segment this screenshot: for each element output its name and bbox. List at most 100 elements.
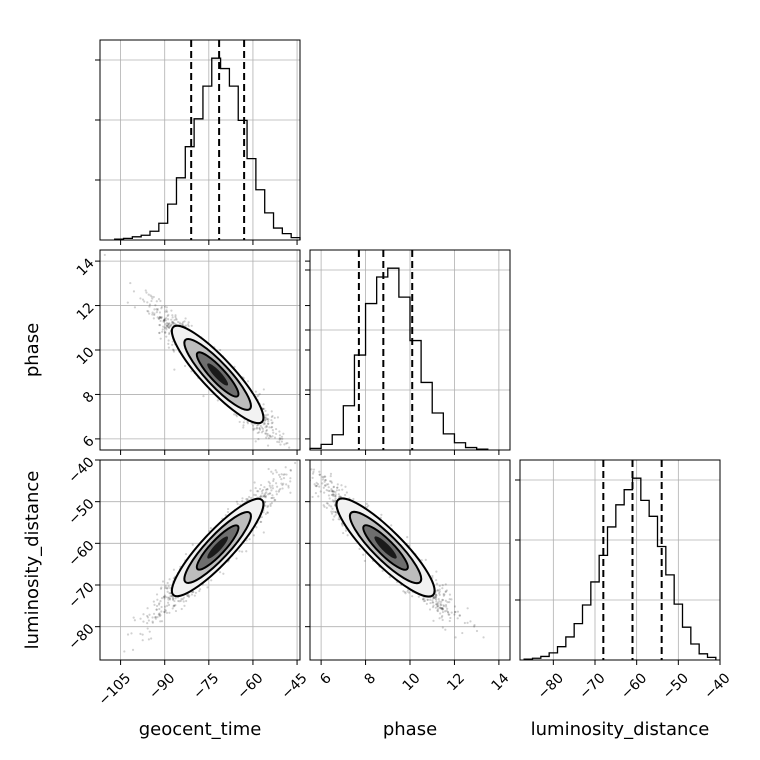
- scatter-point: [447, 613, 450, 616]
- scatter-point: [158, 323, 161, 327]
- scatter-point: [365, 502, 368, 505]
- scatter-point: [147, 638, 151, 641]
- scatter-point: [322, 476, 325, 479]
- scatter-point: [160, 305, 163, 309]
- scatter-point: [367, 504, 370, 507]
- scatter-point: [265, 428, 268, 432]
- scatter-point: [265, 491, 268, 494]
- scatter-point: [171, 320, 175, 323]
- scatter-point: [175, 317, 178, 320]
- scatter-point: [329, 472, 333, 475]
- scatter-point: [333, 499, 337, 502]
- scatter-point: [261, 427, 265, 430]
- scatter-point: [167, 322, 170, 326]
- scatter-point: [441, 584, 444, 587]
- scatter-point: [441, 608, 445, 611]
- scatter-point: [265, 414, 268, 417]
- scatter-point: [253, 427, 256, 430]
- scatter-point: [444, 605, 448, 608]
- scatter-point: [274, 428, 278, 431]
- scatter-point: [265, 432, 268, 435]
- scatter-point: [436, 605, 439, 608]
- scatter-point: [167, 596, 170, 599]
- scatter-point: [441, 618, 444, 622]
- scatter-point: [149, 294, 152, 297]
- scatter-point: [157, 298, 161, 301]
- scatter-point: [182, 321, 185, 324]
- scatter-point: [194, 591, 198, 594]
- scatter-point: [327, 483, 330, 486]
- scatter-point: [190, 370, 193, 373]
- scatter-point: [170, 323, 173, 326]
- scatter-point: [436, 589, 439, 592]
- scatter-point: [185, 599, 188, 603]
- scatter-point: [252, 428, 255, 432]
- scatter-point: [266, 432, 269, 436]
- scatter-point: [241, 497, 244, 500]
- scatter-point: [280, 435, 284, 438]
- scatter-point: [289, 477, 292, 480]
- scatter-point: [169, 595, 172, 598]
- scatter-point: [332, 494, 335, 498]
- scatter-point: [166, 310, 169, 313]
- scatter-point: [332, 493, 335, 496]
- scatter-point: [267, 422, 270, 425]
- scatter-point: [314, 484, 317, 487]
- scatter-point: [162, 318, 166, 322]
- scatter-point: [269, 504, 272, 507]
- scatter-point: [147, 310, 150, 313]
- scatter-point: [434, 593, 437, 596]
- scatter-point: [174, 609, 178, 613]
- scatter-point: [155, 311, 158, 314]
- scatter-point: [256, 431, 259, 435]
- scatter-point: [330, 481, 333, 484]
- scatter-point: [252, 534, 255, 537]
- scatter-point: [160, 620, 164, 623]
- scatter-point: [160, 307, 163, 310]
- scatter-point: [281, 483, 284, 487]
- scatter-point: [146, 301, 149, 304]
- scatter-point: [272, 478, 275, 481]
- scatter-point: [262, 494, 265, 497]
- scatter-point: [181, 598, 184, 601]
- scatter-point: [273, 499, 276, 502]
- scatter-point: [141, 298, 145, 301]
- scatter-point: [171, 596, 175, 600]
- scatter-point: [164, 609, 167, 612]
- scatter-point: [158, 315, 162, 319]
- scatter-point: [332, 490, 336, 493]
- scatter-point: [158, 324, 162, 327]
- scatter-point: [285, 442, 288, 445]
- scatter-point: [438, 588, 441, 591]
- scatter-point: [283, 443, 286, 446]
- scatter-point: [172, 322, 175, 325]
- scatter-point: [271, 421, 274, 424]
- scatter-point: [156, 307, 159, 311]
- scatter-point: [170, 318, 173, 321]
- scatter-point: [323, 480, 326, 483]
- scatter-point: [440, 600, 443, 603]
- scatter-point: [167, 318, 170, 321]
- scatter-point: [162, 325, 165, 328]
- scatter-point: [380, 513, 383, 516]
- scatter-point: [435, 603, 438, 606]
- scatter-point: [145, 291, 148, 294]
- scatter-point: [325, 506, 328, 509]
- scatter-point: [435, 600, 438, 603]
- scatter-point: [270, 426, 273, 429]
- scatter-point: [164, 586, 167, 590]
- scatter-point: [258, 427, 261, 430]
- scatter-point: [241, 499, 244, 503]
- scatter-point: [322, 504, 325, 507]
- scatter-point: [441, 626, 444, 629]
- scatter-point: [284, 466, 287, 469]
- scatter-point: [336, 486, 339, 489]
- scatter-point: [159, 600, 162, 603]
- scatter-point: [168, 578, 171, 581]
- scatter-point: [187, 324, 190, 328]
- scatter-point: [166, 587, 169, 590]
- scatter-point: [268, 482, 271, 485]
- scatter-point: [139, 632, 142, 635]
- scatter-point: [270, 496, 273, 500]
